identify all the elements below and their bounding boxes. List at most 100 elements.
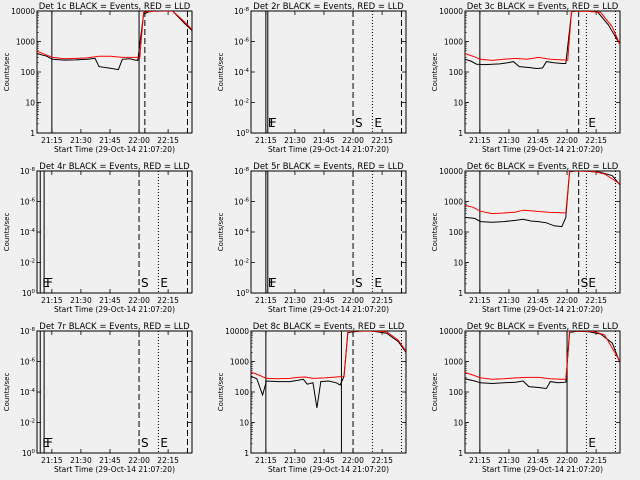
y-tick-label: 10-8 bbox=[20, 327, 36, 336]
x-tick-label: 21:15 bbox=[255, 296, 277, 305]
time-marker-label: E bbox=[160, 436, 168, 450]
y-tick-label: 10000 bbox=[11, 7, 35, 16]
x-tick-label: 21:30 bbox=[498, 136, 520, 145]
y-tick-label: 1 bbox=[244, 449, 249, 458]
time-marker-label: E bbox=[160, 276, 168, 290]
time-marker-label: S bbox=[581, 276, 589, 290]
time-marker-label: S bbox=[355, 276, 363, 290]
y-tick-exponent: -6 bbox=[30, 358, 36, 364]
time-marker-label: E bbox=[42, 436, 50, 450]
y-tick-exponent: -2 bbox=[244, 259, 249, 265]
x-tick-label: 21:45 bbox=[527, 136, 549, 145]
events-series-line bbox=[465, 331, 620, 390]
x-tick-label: 21:15 bbox=[41, 296, 63, 305]
detector-panel-5: Det 5r BLACK = Events, RED = LLD 100 10-2 1… bbox=[217, 162, 407, 314]
x-tick-label: 22:15 bbox=[585, 136, 607, 145]
panel-title: Det 5r BLACK = Events, RED = LLD bbox=[253, 162, 404, 172]
x-tick-label: 21:45 bbox=[99, 456, 121, 465]
x-tick-label: 22:15 bbox=[157, 296, 179, 305]
y-tick-label: 1 bbox=[458, 129, 463, 138]
y-tick-exponent: 0 bbox=[32, 289, 36, 295]
x-tick-label: 21:45 bbox=[313, 296, 335, 305]
x-tick-label: 22:00 bbox=[342, 456, 364, 465]
x-tick-label: 22:00 bbox=[342, 296, 364, 305]
x-tick-label: 22:00 bbox=[342, 136, 364, 145]
x-tick-label: 22:15 bbox=[585, 456, 607, 465]
y-tick-exponent: 0 bbox=[246, 129, 250, 135]
y-tick-label: 10 bbox=[453, 99, 463, 108]
y-tick-exponent: -2 bbox=[30, 259, 35, 265]
y-axis-label: Counts/sec bbox=[431, 53, 439, 92]
detector-panel-6: Det 6c BLACK = Events, RED = LLD 1 10 100 10… bbox=[431, 162, 621, 314]
x-tick-label: 22:00 bbox=[128, 136, 150, 145]
lld-series-line bbox=[465, 171, 620, 215]
x-tick-label: 21:15 bbox=[255, 136, 277, 145]
y-tick-label: 10-4 bbox=[20, 228, 36, 237]
time-marker-label: F bbox=[46, 436, 53, 450]
x-axis-label: Start Time (29-Oct-14 21:07:20) bbox=[482, 305, 603, 314]
x-tick-label: 21:30 bbox=[498, 456, 520, 465]
time-marker-label: E bbox=[588, 436, 596, 450]
x-axis-label: Start Time (29-Oct-14 21:07:20) bbox=[268, 305, 389, 314]
x-axis-label: Start Time (29-Oct-14 21:07:20) bbox=[54, 465, 175, 474]
y-tick-exponent: -4 bbox=[30, 388, 36, 394]
x-tick-label: 21:45 bbox=[313, 456, 335, 465]
y-tick-exponent: 0 bbox=[246, 289, 250, 295]
y-tick-label: 10000 bbox=[439, 7, 463, 16]
time-marker-label: F bbox=[270, 116, 277, 130]
y-axis-label: Counts/sec bbox=[3, 373, 11, 412]
x-axis-label: Start Time (29-Oct-14 21:07:20) bbox=[268, 465, 389, 474]
y-axis-label: Counts/sec bbox=[217, 373, 225, 412]
y-tick-label: 10-6 bbox=[234, 38, 250, 47]
time-marker-label: F bbox=[270, 276, 277, 290]
x-tick-label: 22:00 bbox=[556, 456, 578, 465]
y-tick-exponent: 0 bbox=[32, 449, 36, 455]
y-tick-exponent: -6 bbox=[30, 198, 36, 204]
lld-series-line bbox=[465, 331, 620, 380]
lld-series-line bbox=[37, 11, 192, 60]
x-axis-label: Start Time (29-Oct-14 21:07:20) bbox=[482, 145, 603, 154]
y-tick-label: 100 bbox=[449, 228, 464, 237]
y-tick-exponent: -8 bbox=[244, 7, 250, 13]
y-tick-label: 10 bbox=[453, 419, 463, 428]
time-marker-label: E bbox=[588, 276, 596, 290]
detector-panel-8: Det 8c BLACK = Events, RED = LLD 1 10 100 10… bbox=[217, 322, 407, 474]
y-tick-label: 100 bbox=[21, 68, 36, 77]
x-tick-label: 21:45 bbox=[527, 296, 549, 305]
y-axis-label: Counts/sec bbox=[431, 373, 439, 412]
time-marker-label: F bbox=[46, 276, 53, 290]
x-tick-label: 21:15 bbox=[469, 456, 491, 465]
x-tick-label: 22:00 bbox=[128, 296, 150, 305]
y-tick-label: 100 bbox=[449, 68, 464, 77]
y-tick-label: 10 bbox=[25, 99, 35, 108]
x-tick-label: 22:15 bbox=[157, 136, 179, 145]
detector-panel-7: Det 7r BLACK = Events, RED = LLD 100 10-2 1… bbox=[3, 322, 193, 474]
y-tick-label: 10-4 bbox=[234, 228, 250, 237]
y-tick-label: 100 bbox=[22, 449, 36, 458]
y-tick-label: 1000 bbox=[230, 358, 249, 367]
y-tick-label: 100 bbox=[236, 289, 250, 298]
y-tick-label: 1000 bbox=[444, 198, 463, 207]
x-tick-label: 22:15 bbox=[371, 456, 393, 465]
x-axis-label: Start Time (29-Oct-14 21:07:20) bbox=[268, 145, 389, 154]
x-axis-label: Start Time (29-Oct-14 21:07:20) bbox=[54, 145, 175, 154]
time-marker-label: E bbox=[268, 276, 276, 290]
y-tick-exponent: -4 bbox=[244, 228, 250, 234]
y-tick-exponent: -8 bbox=[30, 167, 36, 173]
x-tick-label: 21:30 bbox=[284, 136, 306, 145]
y-tick-exponent: -4 bbox=[30, 228, 36, 234]
y-tick-label: 10-6 bbox=[234, 198, 250, 207]
x-tick-label: 21:15 bbox=[469, 296, 491, 305]
y-axis-label: Counts/sec bbox=[3, 213, 11, 252]
y-tick-label: 10-8 bbox=[234, 167, 250, 176]
y-tick-label: 10000 bbox=[225, 327, 249, 336]
x-tick-label: 22:00 bbox=[556, 296, 578, 305]
panel-title: Det 1c BLACK = Events, RED = LLD bbox=[39, 2, 191, 12]
x-tick-label: 22:15 bbox=[371, 136, 393, 145]
time-marker-label: E bbox=[374, 276, 382, 290]
panel-title: Det 6c BLACK = Events, RED = LLD bbox=[467, 162, 619, 172]
y-tick-exponent: -6 bbox=[244, 38, 250, 44]
y-axis-label: Counts/sec bbox=[431, 213, 439, 252]
x-tick-label: 21:30 bbox=[284, 456, 306, 465]
